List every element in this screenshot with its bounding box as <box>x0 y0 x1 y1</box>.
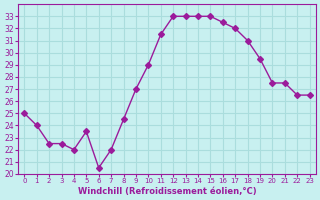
X-axis label: Windchill (Refroidissement éolien,°C): Windchill (Refroidissement éolien,°C) <box>78 187 256 196</box>
